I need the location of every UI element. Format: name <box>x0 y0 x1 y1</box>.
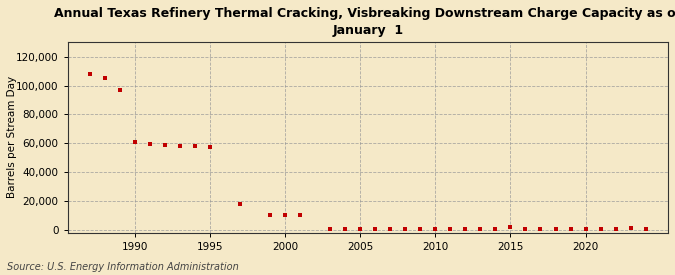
Point <box>400 227 411 231</box>
Point <box>145 142 156 146</box>
Point <box>595 227 606 231</box>
Point <box>280 213 291 218</box>
Point <box>445 227 456 231</box>
Point <box>235 202 246 206</box>
Point <box>460 227 471 231</box>
Title: Annual Texas Refinery Thermal Cracking, Visbreaking Downstream Charge Capacity a: Annual Texas Refinery Thermal Cracking, … <box>55 7 675 37</box>
Point <box>550 227 561 231</box>
Point <box>520 227 531 231</box>
Point <box>475 227 486 231</box>
Point <box>505 225 516 230</box>
Point <box>265 213 276 218</box>
Point <box>490 227 501 231</box>
Point <box>415 227 426 231</box>
Point <box>100 76 111 81</box>
Point <box>370 227 381 231</box>
Point <box>130 139 140 144</box>
Point <box>205 145 216 149</box>
Point <box>625 226 636 231</box>
Point <box>85 72 96 76</box>
Point <box>640 227 651 231</box>
Point <box>190 144 200 148</box>
Point <box>160 143 171 147</box>
Point <box>340 227 351 231</box>
Point <box>580 227 591 231</box>
Point <box>175 144 186 148</box>
Point <box>430 227 441 231</box>
Text: Source: U.S. Energy Information Administration: Source: U.S. Energy Information Administ… <box>7 262 238 272</box>
Point <box>325 227 335 231</box>
Point <box>610 227 621 231</box>
Point <box>355 227 366 231</box>
Y-axis label: Barrels per Stream Day: Barrels per Stream Day <box>7 76 17 199</box>
Point <box>535 227 546 231</box>
Point <box>385 227 396 231</box>
Point <box>295 213 306 218</box>
Point <box>115 88 126 92</box>
Point <box>565 227 576 231</box>
